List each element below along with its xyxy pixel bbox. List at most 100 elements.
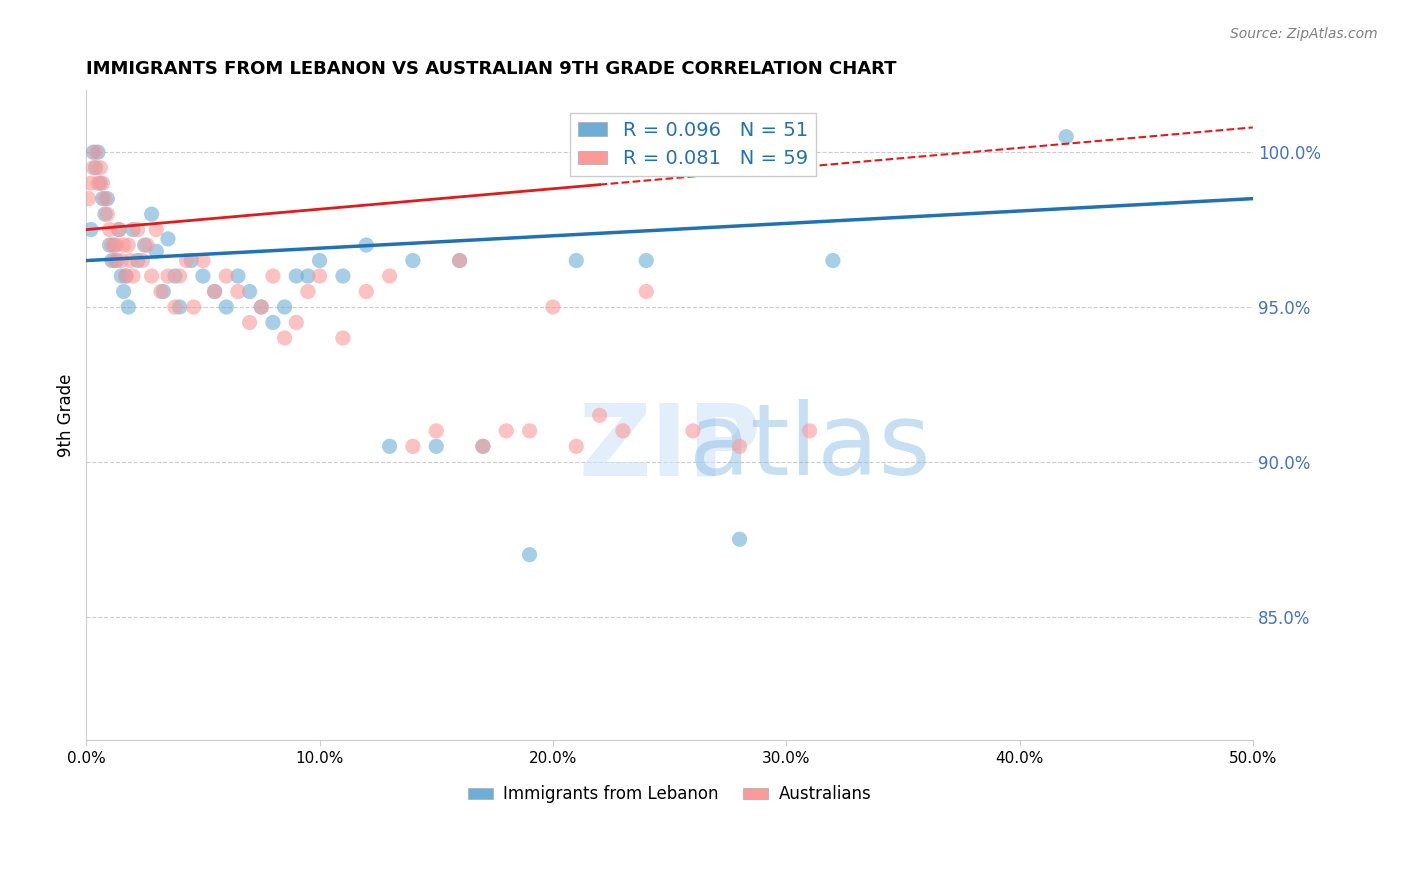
Immigrants from Lebanon [636, 253, 658, 268]
Australians [636, 285, 658, 299]
Immigrants from Lebanon [103, 238, 125, 252]
Legend: Immigrants from Lebanon, Australians: Immigrants from Lebanon, Australians [461, 779, 877, 810]
Immigrants from Lebanon [402, 253, 425, 268]
Australians [588, 409, 610, 423]
Immigrants from Lebanon [80, 222, 103, 236]
Immigrants from Lebanon [156, 232, 179, 246]
Immigrants from Lebanon [141, 207, 163, 221]
Australians [250, 300, 273, 314]
Immigrants from Lebanon [821, 253, 844, 268]
Australians [176, 253, 198, 268]
Australians [145, 222, 167, 236]
Australians [226, 285, 249, 299]
Immigrants from Lebanon [728, 533, 751, 547]
Australians [120, 253, 142, 268]
Australians [163, 300, 186, 314]
Australians [127, 222, 149, 236]
Australians [110, 253, 132, 268]
Immigrants from Lebanon [108, 222, 131, 236]
Immigrants from Lebanon [273, 300, 295, 314]
Immigrants from Lebanon [226, 268, 249, 283]
Australians [541, 300, 564, 314]
Immigrants from Lebanon [180, 253, 202, 268]
Immigrants from Lebanon [297, 268, 319, 283]
Australians [471, 439, 494, 453]
Australians [122, 268, 145, 283]
Immigrants from Lebanon [94, 207, 117, 221]
Immigrants from Lebanon [285, 268, 308, 283]
Y-axis label: 9th Grade: 9th Grade [58, 374, 75, 457]
Immigrants from Lebanon [204, 285, 226, 299]
Immigrants from Lebanon [250, 300, 273, 314]
Australians [612, 424, 634, 438]
Australians [117, 238, 139, 252]
Australians [308, 268, 330, 283]
Immigrants from Lebanon [105, 253, 128, 268]
Immigrants from Lebanon [101, 253, 124, 268]
Australians [131, 253, 153, 268]
Immigrants from Lebanon [89, 176, 111, 190]
Immigrants from Lebanon [425, 439, 447, 453]
Immigrants from Lebanon [378, 439, 401, 453]
Immigrants from Lebanon [112, 285, 135, 299]
Australians [105, 238, 128, 252]
Australians [332, 331, 354, 345]
Immigrants from Lebanon [471, 439, 494, 453]
Australians [80, 176, 103, 190]
Australians [565, 439, 588, 453]
Immigrants from Lebanon [98, 238, 121, 252]
Australians [354, 285, 377, 299]
Text: atlas: atlas [689, 400, 931, 496]
Australians [108, 222, 131, 236]
Australians [82, 161, 104, 175]
Immigrants from Lebanon [117, 300, 139, 314]
Immigrants from Lebanon [239, 285, 262, 299]
Australians [87, 176, 110, 190]
Immigrants from Lebanon [565, 253, 588, 268]
Australians [136, 238, 159, 252]
Australians [273, 331, 295, 345]
Australians [94, 192, 117, 206]
Immigrants from Lebanon [134, 238, 156, 252]
Immigrants from Lebanon [84, 161, 107, 175]
Immigrants from Lebanon [519, 548, 541, 562]
Australians [112, 238, 135, 252]
Immigrants from Lebanon [262, 316, 284, 330]
Australians [728, 439, 751, 453]
Australians [402, 439, 425, 453]
Australians [89, 161, 111, 175]
Immigrants from Lebanon [152, 285, 174, 299]
Immigrants from Lebanon [87, 145, 110, 160]
Immigrants from Lebanon [82, 145, 104, 160]
Immigrants from Lebanon [122, 222, 145, 236]
Australians [141, 268, 163, 283]
Australians [77, 192, 100, 206]
Australians [378, 268, 401, 283]
Australians [98, 222, 121, 236]
Immigrants from Lebanon [308, 253, 330, 268]
Text: ZIP: ZIP [578, 400, 761, 496]
Immigrants from Lebanon [110, 268, 132, 283]
Immigrants from Lebanon [332, 268, 354, 283]
Australians [91, 176, 114, 190]
Australians [682, 424, 704, 438]
Australians [115, 268, 138, 283]
Immigrants from Lebanon [191, 268, 214, 283]
Australians [495, 424, 517, 438]
Australians [449, 253, 471, 268]
Immigrants from Lebanon [1054, 129, 1077, 144]
Australians [101, 238, 124, 252]
Immigrants from Lebanon [145, 244, 167, 259]
Australians [425, 424, 447, 438]
Australians [799, 424, 821, 438]
Australians [149, 285, 172, 299]
Australians [285, 316, 308, 330]
Immigrants from Lebanon [96, 192, 118, 206]
Australians [519, 424, 541, 438]
Australians [239, 316, 262, 330]
Australians [204, 285, 226, 299]
Immigrants from Lebanon [127, 253, 149, 268]
Text: Source: ZipAtlas.com: Source: ZipAtlas.com [1230, 27, 1378, 41]
Immigrants from Lebanon [115, 268, 138, 283]
Immigrants from Lebanon [163, 268, 186, 283]
